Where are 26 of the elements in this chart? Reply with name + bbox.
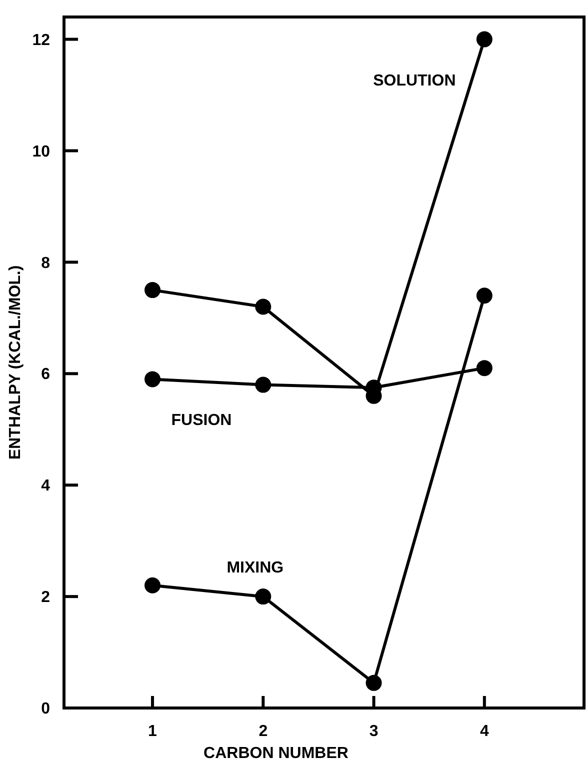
x-tick-label: 3 bbox=[369, 723, 378, 740]
y-tick-label: 12 bbox=[32, 32, 50, 49]
x-tick-label: 2 bbox=[258, 723, 268, 740]
y-tick-label: 8 bbox=[41, 254, 50, 272]
series-label: SOLUTION bbox=[373, 72, 456, 90]
point bbox=[144, 371, 161, 388]
series-label: MIXING bbox=[226, 560, 284, 577]
y-axis-title: ENTHALPY (KCAL./MOL.) bbox=[7, 265, 24, 460]
point bbox=[476, 288, 492, 304]
point bbox=[255, 588, 272, 605]
point bbox=[144, 577, 161, 594]
point bbox=[144, 282, 161, 298]
point bbox=[255, 376, 272, 393]
x-tick-label: 1 bbox=[148, 723, 158, 740]
point bbox=[476, 31, 492, 48]
point bbox=[366, 674, 382, 691]
y-tick-label: 4 bbox=[41, 478, 50, 495]
y-tick-label: 10 bbox=[32, 143, 50, 160]
y-tick-label: 6 bbox=[41, 366, 50, 384]
point bbox=[476, 360, 492, 376]
series-label: FUSION bbox=[171, 412, 232, 430]
y-tick-label: 0 bbox=[41, 700, 50, 718]
x-tick-label: 4 bbox=[480, 723, 489, 740]
y-tick-label: 2 bbox=[41, 589, 50, 606]
x-axis-title: CARBON NUMBER bbox=[204, 745, 349, 762]
point bbox=[255, 298, 272, 315]
